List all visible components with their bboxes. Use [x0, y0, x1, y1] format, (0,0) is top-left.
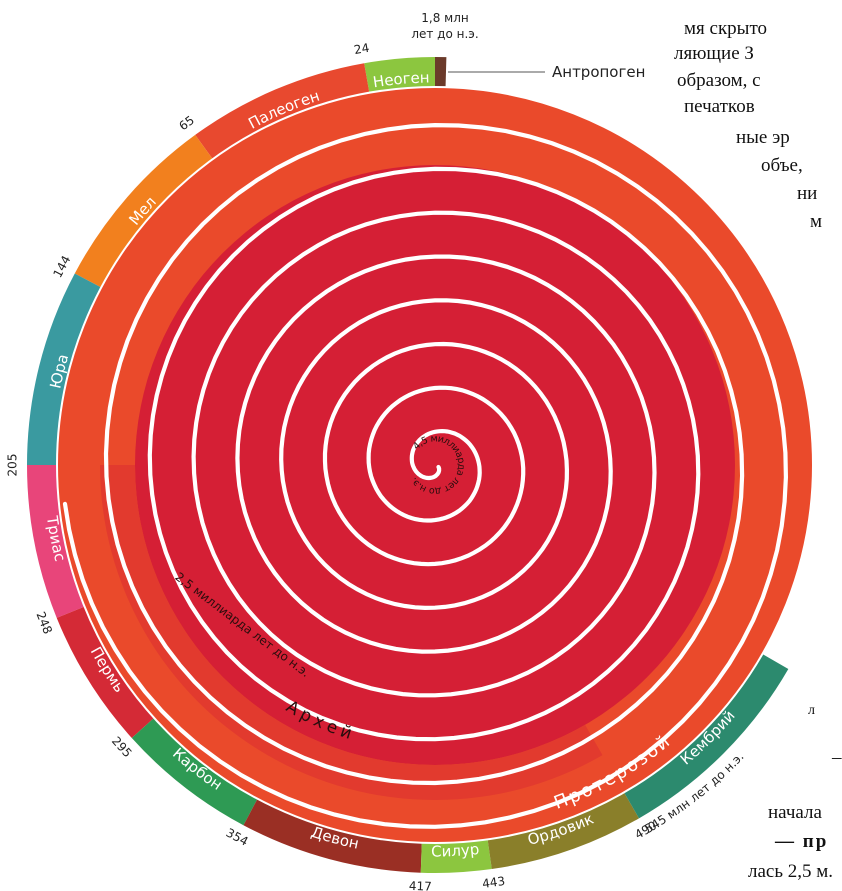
period-segment	[27, 273, 102, 465]
anthropogen-label: Антропоген	[552, 63, 645, 81]
period-segment	[487, 792, 639, 870]
age-tick-label: 443	[481, 874, 506, 891]
top-age-line-2: лет до н.э.	[411, 27, 478, 41]
period-segment	[243, 798, 422, 873]
period-segment	[420, 839, 492, 873]
period-segment	[624, 654, 789, 819]
side-text-bottom-1: начала	[768, 802, 822, 823]
side-text-line-1: мя скрыто	[684, 18, 767, 39]
side-text-line-2: ляющие З	[674, 43, 754, 64]
period-label: Неоген	[372, 69, 430, 92]
side-text-stray-1: л	[808, 703, 815, 718]
period-label: Силур	[431, 840, 480, 860]
age-tick-label: 24	[353, 41, 370, 57]
age-tick-label: 295	[109, 734, 135, 760]
side-text-line-3: образом, с	[677, 70, 761, 91]
side-text-line-6: объе,	[761, 155, 803, 176]
age-tick-label: 205	[6, 454, 20, 477]
side-text-line-5: ные эр	[736, 127, 790, 148]
side-text-stray-2: –	[832, 747, 842, 768]
age-tick-label: 144	[50, 253, 73, 280]
ring-inner-border	[56, 86, 814, 844]
side-text-line-4: печатков	[684, 96, 755, 117]
age-tick-label: 417	[409, 879, 432, 891]
period-segment	[131, 717, 258, 826]
side-text-line-7: ни	[797, 183, 818, 204]
side-text-bottom-3: лась 2,5 м.	[748, 861, 834, 882]
time-spiral-line	[62, 122, 789, 829]
period-segment	[26, 465, 85, 618]
period-segment	[364, 57, 435, 93]
age-tick-label: 248	[33, 610, 55, 636]
side-text-line-8: м	[810, 211, 823, 232]
top-age-line-1: 1,8 млн	[421, 11, 468, 25]
side-text-bottom-2: — пр	[775, 831, 829, 852]
period-segment	[74, 134, 213, 288]
age-tick-label: 354	[224, 826, 251, 849]
age-tick-label: 65	[176, 113, 197, 133]
anthropogen-segment	[435, 57, 447, 88]
eon-transition-band	[100, 465, 603, 800]
period-segment	[56, 606, 155, 739]
period-segment	[195, 63, 370, 160]
